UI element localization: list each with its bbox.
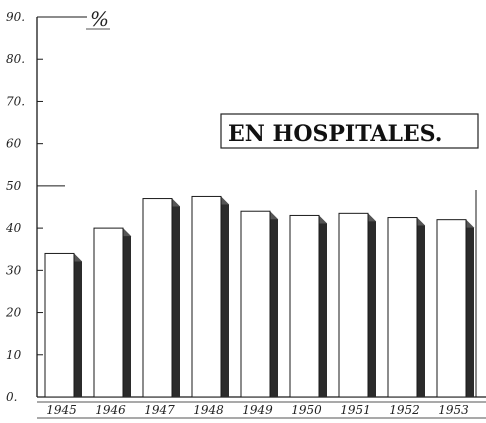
bar-1948	[191, 195, 222, 398]
bar-1953	[436, 219, 467, 398]
bar-1952	[387, 217, 418, 398]
x-axis-labels: 1945 1946 1947 1948 1949 1950 1951 1952 1953	[46, 403, 469, 417]
bar-1946	[93, 227, 124, 398]
x-tick-label-1952: 1952	[389, 403, 420, 417]
y-tick-label-50: 50	[6, 179, 22, 193]
bar-1945	[44, 252, 75, 398]
x-tick-label-1948: 1948	[193, 403, 224, 417]
x-tick-label-1950: 1950	[291, 403, 322, 417]
y-tick-label-60: 60	[6, 137, 22, 151]
y-tick-label-80: 80.	[6, 52, 25, 66]
bar-side-1950	[319, 215, 327, 397]
y-tick-label-20: 20	[5, 306, 22, 320]
bar-side-1947	[172, 198, 180, 397]
y-axis-unit-label: %	[90, 7, 109, 31]
chart-title: EN HOSPITALES.	[228, 121, 442, 147]
x-tick-label-1945: 1945	[46, 403, 77, 417]
bar-side-1949	[270, 211, 278, 397]
bar-side-1952	[417, 217, 425, 397]
bar-1947	[142, 198, 173, 398]
y-tick-label-30: 30	[6, 263, 22, 277]
chart-title-box: EN HOSPITALES.	[220, 113, 479, 149]
x-tick-label-1946: 1946	[95, 403, 126, 417]
bar-side-1951	[368, 213, 376, 397]
y-tick-label-40: 40	[5, 221, 22, 235]
bar-1950	[289, 214, 320, 398]
y-tick-label-90: 90.	[6, 10, 25, 24]
bars-group	[44, 195, 474, 398]
y-tick-label-0: 0.	[6, 390, 17, 404]
y-axis-ticks: 0. 10 20 30 40 50 60 70. 80. 90.	[5, 10, 87, 404]
bar-1949	[240, 210, 271, 398]
bar-side-1953	[466, 219, 474, 397]
bar-side-1948	[221, 196, 229, 397]
x-tick-label-1949: 1949	[242, 403, 273, 417]
y-tick-label-10: 10	[6, 348, 22, 362]
x-tick-label-1947: 1947	[144, 403, 175, 417]
bar-side-1946	[123, 228, 131, 397]
y-tick-label-70: 70.	[6, 94, 25, 108]
x-tick-label-1951: 1951	[340, 403, 371, 417]
bar-side-1945	[74, 253, 82, 397]
bar-1951	[338, 212, 369, 398]
x-tick-label-1953: 1953	[438, 403, 469, 417]
